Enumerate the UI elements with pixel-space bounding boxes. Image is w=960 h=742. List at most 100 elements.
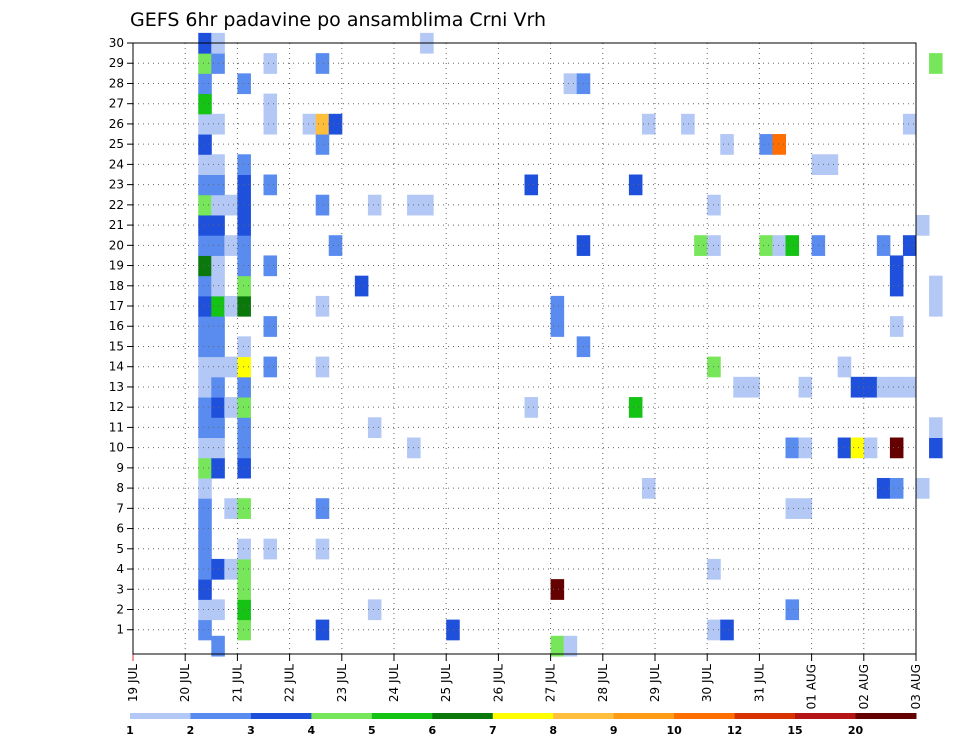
cell-56 xyxy=(224,295,238,317)
cell-111 xyxy=(524,174,539,196)
y-tick-label-4: 4 xyxy=(116,562,124,576)
x-tick-label-14: 02 AUG xyxy=(857,664,871,709)
cell-150 xyxy=(837,437,852,459)
cell-143 xyxy=(785,235,800,256)
cell-26 xyxy=(198,93,212,115)
cell-149 xyxy=(824,154,839,176)
cell-162 xyxy=(889,316,904,337)
cell-73 xyxy=(237,275,251,297)
cell-167 xyxy=(902,113,917,135)
cell-9 xyxy=(198,437,212,459)
y-tick-label-25: 25 xyxy=(109,137,124,151)
cell-92 xyxy=(315,498,330,519)
colorbar-swatch-5 xyxy=(432,713,494,719)
colorbar-swatch-1 xyxy=(190,713,252,719)
cell-54 xyxy=(224,397,238,418)
cell-141 xyxy=(785,498,800,519)
cell-71 xyxy=(237,336,251,358)
x-tick-label-13: 01 AUG xyxy=(805,664,819,709)
cell-76 xyxy=(237,214,251,236)
cell-85 xyxy=(263,174,278,196)
cell-122 xyxy=(628,397,643,418)
colorbar: 1 2 3 4 5 6 7 8 9 10 12 15 20 xyxy=(126,713,917,737)
cell-112 xyxy=(550,579,565,600)
cell-24 xyxy=(198,134,212,155)
cell-66 xyxy=(237,437,251,459)
cell-101 xyxy=(354,275,369,297)
y-tick-label-7: 7 xyxy=(116,501,124,515)
x-tick-label-1: 20 JUL xyxy=(178,664,192,702)
y-tick-label-11: 11 xyxy=(109,420,124,434)
colorbar-label-1: 2 xyxy=(187,724,195,737)
cell-81 xyxy=(263,538,278,560)
colorbar-label-6: 7 xyxy=(489,724,497,737)
cell-62 xyxy=(237,558,251,580)
cell-58 xyxy=(224,194,238,216)
colorbar-label-3: 4 xyxy=(308,724,316,737)
cell-60 xyxy=(237,599,251,621)
cell-6 xyxy=(198,498,212,519)
cell-125 xyxy=(681,113,695,135)
cell-10 xyxy=(198,417,212,439)
cell-52 xyxy=(224,558,238,580)
cell-140 xyxy=(785,599,800,621)
colorbar-swatch-7 xyxy=(553,713,615,719)
cell-103 xyxy=(367,417,382,439)
y-tick-label-22: 22 xyxy=(109,198,124,212)
cell-61 xyxy=(237,579,251,600)
cell-155 xyxy=(863,376,878,398)
cell-7 xyxy=(198,477,212,499)
y-axis: 1234567891011121314151617181920212223242… xyxy=(109,36,133,637)
cell-11 xyxy=(198,397,212,418)
cell-116 xyxy=(563,635,578,657)
cell-109 xyxy=(446,619,460,641)
x-tick-label-5: 24 JUL xyxy=(387,664,401,702)
colorbar-swatch-10 xyxy=(734,713,796,719)
cell-99 xyxy=(328,235,343,256)
cell-151 xyxy=(837,356,852,378)
cell-79 xyxy=(237,154,251,176)
cell-105 xyxy=(420,194,434,216)
cell-8 xyxy=(198,457,212,479)
y-tick-label-17: 17 xyxy=(109,299,124,313)
cell-126 xyxy=(694,235,708,256)
cell-170 xyxy=(929,437,943,459)
cell-132 xyxy=(720,619,734,641)
y-tick-label-20: 20 xyxy=(109,238,124,252)
cell-91 xyxy=(315,538,330,560)
cell-110 xyxy=(524,397,539,418)
y-tick-label-9: 9 xyxy=(116,461,124,475)
cell-160 xyxy=(889,437,904,459)
cell-82 xyxy=(263,356,278,378)
colorbar-label-2: 3 xyxy=(247,724,255,737)
cell-115 xyxy=(550,635,565,657)
cell-86 xyxy=(263,113,278,135)
y-tick-label-5: 5 xyxy=(116,542,124,556)
cell-139 xyxy=(772,235,786,256)
cell-133 xyxy=(720,134,734,155)
cell-169 xyxy=(916,214,930,236)
cell-53 xyxy=(224,498,238,519)
x-axis: 19 JUL 20 JUL 21 JUL 22 JUL 23 JUL 24 JUL 25 J… xyxy=(126,654,923,709)
cell-172 xyxy=(929,295,943,317)
cell-13 xyxy=(198,356,212,378)
cell-0 xyxy=(198,619,212,641)
y-tick-label-2: 2 xyxy=(116,602,124,616)
colorbar-swatch-6 xyxy=(492,713,554,719)
cell-15 xyxy=(198,316,212,337)
cell-63 xyxy=(237,538,251,560)
cell-21 xyxy=(198,194,212,216)
cell-161 xyxy=(889,376,904,398)
y-tick-label-8: 8 xyxy=(116,481,124,495)
y-tick-label-28: 28 xyxy=(109,76,124,90)
cell-166 xyxy=(902,235,917,256)
cell-18 xyxy=(198,255,212,277)
cell-69 xyxy=(237,376,251,398)
cell-102 xyxy=(367,599,382,621)
y-tick-label-10: 10 xyxy=(109,441,124,455)
cell-168 xyxy=(916,477,930,499)
x-tick-label-11: 30 JUL xyxy=(700,664,714,702)
colorbar-swatch-2 xyxy=(250,713,312,719)
cell-100 xyxy=(328,113,343,135)
cell-154 xyxy=(863,437,878,459)
